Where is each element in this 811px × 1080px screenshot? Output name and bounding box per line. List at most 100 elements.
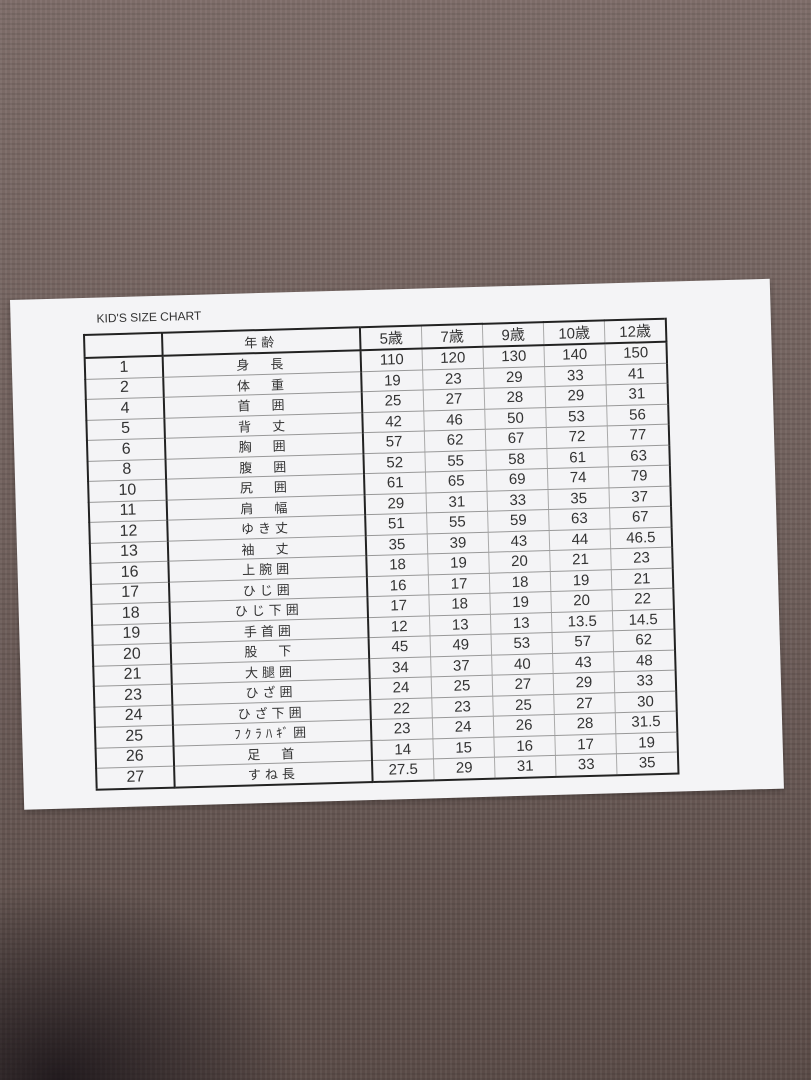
measurement-value: 79 (608, 465, 671, 488)
measurement-value: 150 (604, 341, 668, 365)
measurement-value: 50 (484, 407, 547, 430)
measurement-value: 62 (612, 629, 676, 652)
row-number: 5 (86, 417, 165, 441)
measurement-value: 24 (369, 676, 432, 700)
measurement-value: 22 (370, 697, 433, 720)
measurement-value: 48 (613, 649, 676, 672)
measurement-value: 21 (611, 567, 674, 590)
measurement-value: 16 (493, 734, 556, 758)
measurement-value: 22 (611, 588, 674, 611)
measurement-value: 57 (362, 430, 425, 454)
measurement-value: 53 (545, 405, 608, 428)
measurement-value: 74 (547, 466, 609, 490)
measurement-value: 15 (432, 736, 495, 759)
measurement-value: 13.5 (551, 610, 613, 633)
measurement-value: 43 (488, 530, 550, 553)
row-number: 25 (94, 725, 174, 748)
row-number: 24 (94, 704, 173, 728)
measurement-value: 13 (429, 613, 492, 636)
measurement-value: 130 (482, 345, 545, 368)
row-number: 10 (88, 479, 167, 502)
measurement-value: 55 (426, 511, 489, 534)
measurement-value: 29 (553, 671, 615, 694)
measurement-value: 33 (555, 753, 617, 777)
row-number: 4 (85, 397, 165, 420)
measurement-value: 61 (546, 446, 609, 469)
row-number: 26 (95, 745, 175, 769)
measurement-value: 19 (361, 369, 424, 392)
measurement-value: 17 (554, 733, 617, 756)
measurement-value: 69 (486, 468, 548, 491)
measurement-value: 17 (428, 572, 490, 595)
measurement-value: 23 (422, 367, 485, 390)
measurement-value: 25 (361, 389, 424, 413)
measurement-value: 59 (487, 509, 550, 532)
measurement-value: 18 (428, 593, 491, 616)
measurement-value: 27 (423, 388, 485, 411)
row-number: 1 (84, 355, 164, 379)
measurement-value: 43 (552, 651, 615, 674)
row-number: 12 (89, 520, 168, 543)
measurement-value: 14 (371, 738, 434, 761)
measurement-value: 33 (487, 489, 549, 512)
measurement-value: 29 (483, 366, 546, 389)
measurement-value: 51 (365, 512, 428, 536)
shadow (0, 880, 300, 1080)
measurement-value: 140 (543, 343, 606, 367)
measurement-value: 27 (492, 673, 554, 696)
measurement-value: 57 (551, 630, 614, 653)
measurement-value: 16 (366, 574, 429, 597)
measurement-value: 61 (363, 471, 427, 495)
measurement-value: 58 (485, 448, 548, 471)
row-number: 18 (91, 602, 171, 625)
measurement-value: 45 (368, 635, 431, 659)
header-age: 12歳 (604, 318, 667, 344)
measurement-value: 12 (367, 615, 431, 638)
measurement-value: 31 (606, 383, 669, 406)
row-number: 16 (90, 561, 169, 584)
row-number: 17 (90, 581, 170, 605)
header-blank (84, 332, 163, 358)
row-number: 27 (96, 766, 175, 790)
measurement-value: 72 (546, 425, 608, 449)
measurement-value: 46.5 (610, 526, 673, 549)
measurement-value: 31 (494, 755, 557, 779)
measurement-value: 30 (614, 690, 677, 713)
measurement-value: 26 (493, 714, 555, 737)
header-age: 7歳 (421, 323, 483, 349)
measurement-value: 41 (605, 362, 668, 385)
measurement-value: 67 (485, 427, 547, 450)
measurement-value: 53 (491, 632, 553, 655)
measurement-value: 20 (550, 589, 613, 613)
measurement-value: 55 (424, 449, 487, 472)
row-number: 21 (93, 663, 172, 687)
row-number: 6 (86, 438, 166, 461)
measurement-value: 19 (489, 591, 552, 614)
measurement-value: 21 (549, 548, 612, 572)
measurement-value: 77 (607, 424, 670, 447)
row-number: 13 (89, 540, 169, 564)
measurement-value: 65 (425, 470, 488, 493)
measurement-value: 67 (609, 506, 672, 529)
measurement-value: 20 (488, 550, 551, 573)
measurement-value: 23 (610, 547, 673, 570)
row-number: 8 (87, 458, 167, 482)
measurement-value: 18 (489, 571, 551, 594)
measurement-value: 23 (370, 717, 433, 741)
measurement-value: 33 (614, 670, 677, 693)
measurement-value: 29 (433, 757, 496, 780)
measurement-value: 29 (545, 384, 607, 408)
measurement-value: 29 (364, 492, 427, 515)
measurement-value: 31.5 (615, 711, 678, 734)
measurement-value: 44 (549, 528, 611, 551)
measurement-value: 18 (366, 553, 429, 577)
measurement-value: 63 (548, 507, 611, 531)
measurement-value: 46 (423, 408, 486, 431)
measurement-value: 33 (544, 364, 607, 387)
measurement-value: 63 (607, 444, 670, 467)
measurement-value: 13 (490, 612, 552, 635)
header-age: 5歳 (359, 325, 423, 351)
measurement-value: 39 (427, 531, 489, 554)
